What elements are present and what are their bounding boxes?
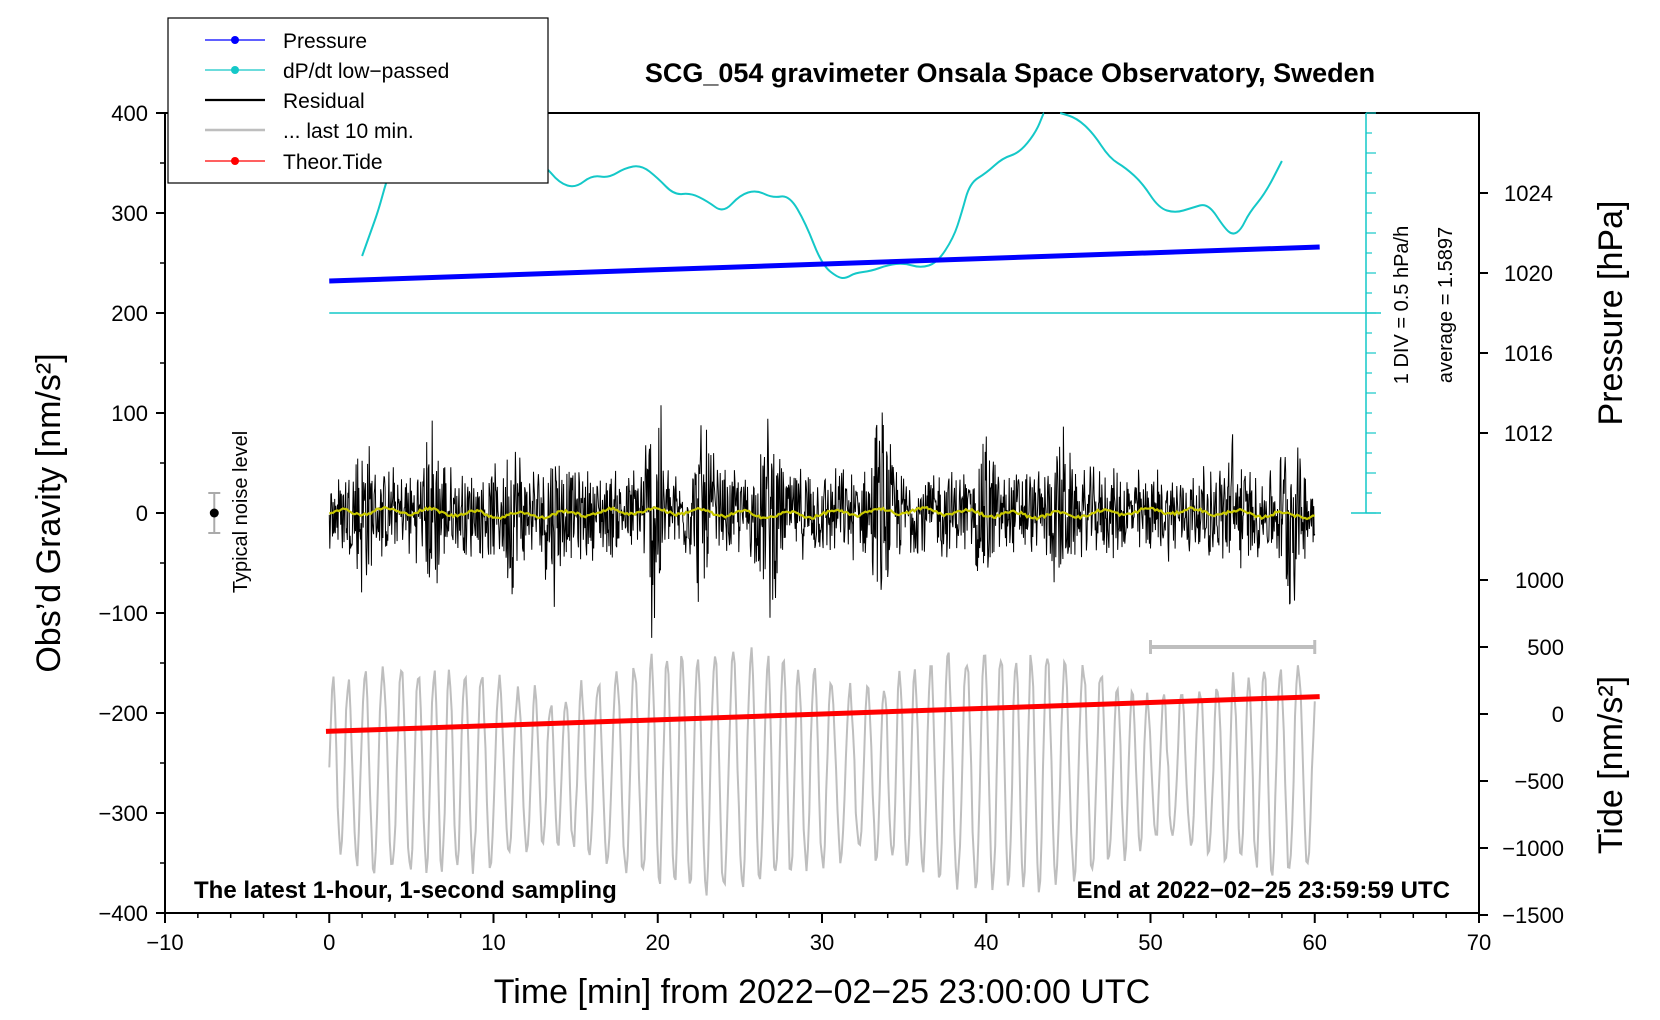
tide-tick-label: 0 bbox=[1552, 702, 1564, 727]
x-tick-label: 30 bbox=[810, 930, 834, 955]
y-tick-label: 0 bbox=[136, 501, 148, 526]
legend-item-last10: ... last 10 min. bbox=[205, 120, 414, 143]
residual-series bbox=[328, 405, 1316, 638]
legend-item-tide: Theor.Tide bbox=[205, 151, 383, 174]
sampling-note: The latest 1-hour, 1-second sampling bbox=[194, 877, 617, 904]
y-axis-title-left: Obs’d Gravity [nm/s²] bbox=[30, 353, 68, 672]
legend-item-residual: Residual bbox=[205, 90, 365, 113]
pressure-tick-label: 1012 bbox=[1504, 421, 1553, 446]
legend-item-dpdt: dP/dt low−passed bbox=[205, 60, 449, 83]
x-tick-label: 0 bbox=[323, 930, 335, 955]
x-axis-title: Time [min] from 2022−02−25 23:00:00 UTC bbox=[494, 973, 1150, 1011]
legend-label-pressure: Pressure bbox=[283, 30, 367, 53]
noise-point bbox=[209, 508, 219, 518]
tide-tick-label: −1000 bbox=[1502, 836, 1564, 861]
y-tick-label: −300 bbox=[98, 801, 148, 826]
annotations bbox=[208, 492, 221, 534]
pressure-tick-label: 1016 bbox=[1504, 341, 1553, 366]
noise-level-label: Typical noise level bbox=[230, 431, 252, 593]
residual-smoothed-line bbox=[329, 505, 1315, 521]
end-time-note: End at 2022−02−25 23:59:59 UTC bbox=[1076, 877, 1450, 904]
x-tick-label: 60 bbox=[1303, 930, 1327, 955]
x-tick-label: 20 bbox=[646, 930, 670, 955]
residual-line bbox=[328, 405, 1316, 638]
y-tick-label: 400 bbox=[111, 101, 148, 126]
y-tick-label: −400 bbox=[98, 901, 148, 926]
legend-label-dpdt: dP/dt low−passed bbox=[283, 60, 449, 83]
y-tick-label: 100 bbox=[111, 401, 148, 426]
pressure-line bbox=[329, 244, 1320, 284]
y-tick-label: −100 bbox=[98, 601, 148, 626]
x-tick-label: −10 bbox=[146, 930, 183, 955]
legend-item-pressure: Pressure bbox=[205, 30, 367, 53]
dpdt-curve-2 bbox=[1059, 112, 1283, 235]
y-tick-label: −200 bbox=[98, 701, 148, 726]
pressure-tick-label: 1020 bbox=[1504, 261, 1553, 286]
legend-label-residual: Residual bbox=[283, 90, 365, 113]
legend-label-tide: Theor.Tide bbox=[283, 151, 383, 174]
chart-title: SCG_054 gravimeter Onsala Space Observat… bbox=[645, 58, 1375, 88]
y-axis-title-pressure: Pressure [hPa] bbox=[1592, 201, 1630, 426]
tide-tick-label: 1000 bbox=[1515, 568, 1564, 593]
legend: Pressure dP/dt low−passed Residual ... l… bbox=[167, 17, 549, 184]
last-10-min-line bbox=[328, 647, 1316, 896]
legend-label-last10: ... last 10 min. bbox=[283, 120, 414, 143]
pressure-tick-label: 1024 bbox=[1504, 181, 1553, 206]
y-axis-title-tide: Tide [nm/s²] bbox=[1592, 676, 1630, 854]
tide-line bbox=[325, 694, 1320, 734]
tide-series bbox=[325, 694, 1320, 734]
last-10-min-series bbox=[328, 640, 1317, 896]
tide-tick-label: 500 bbox=[1527, 635, 1564, 660]
x-tick-label: 10 bbox=[481, 930, 505, 955]
x-tick-label: 40 bbox=[974, 930, 998, 955]
tide-tick-label: −500 bbox=[1514, 769, 1564, 794]
y-tick-label: 300 bbox=[111, 201, 148, 226]
x-tick-label: 70 bbox=[1467, 930, 1491, 955]
x-tick-label: 50 bbox=[1138, 930, 1162, 955]
y-tick-label: 200 bbox=[111, 301, 148, 326]
dpdt-average-label: average = 1.5897 bbox=[1435, 227, 1457, 383]
pressure-series bbox=[329, 244, 1320, 284]
dpdt-scale-label: 1 DIV = 0.5 hPa/h bbox=[1391, 226, 1413, 384]
residual-smoothed-series bbox=[329, 505, 1315, 521]
tide-tick-label: −1500 bbox=[1502, 903, 1564, 928]
